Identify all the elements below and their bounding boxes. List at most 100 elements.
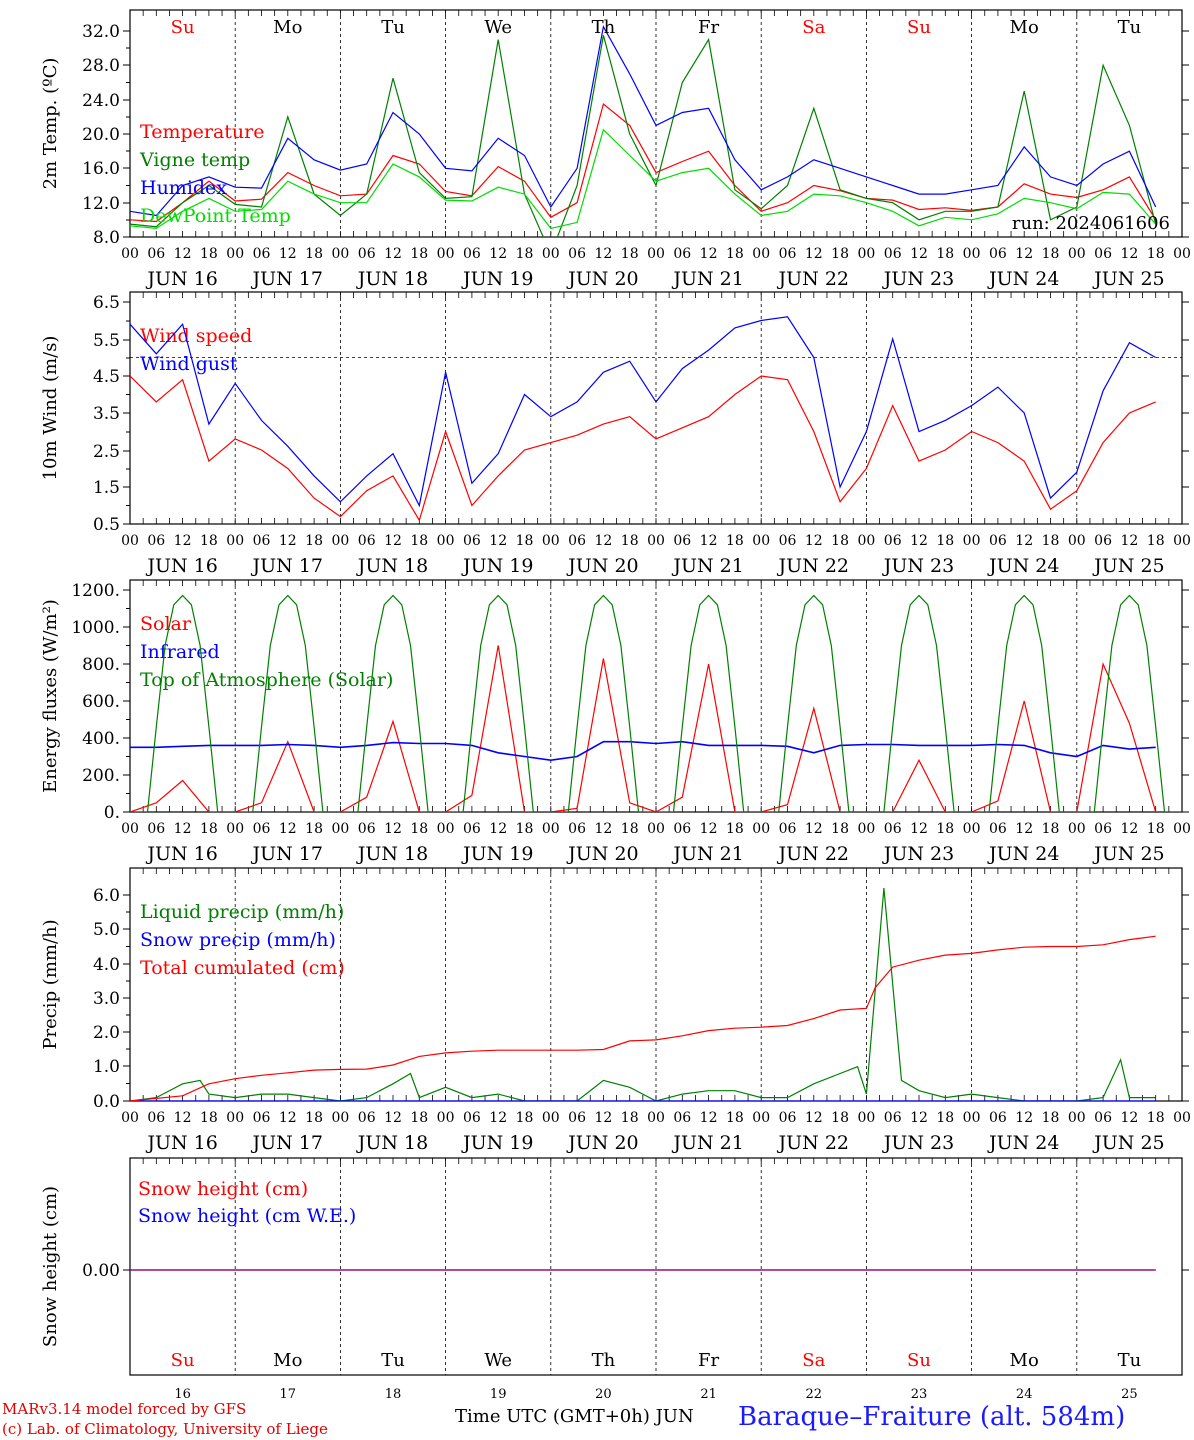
hour-tick-label: 18 [305, 821, 323, 837]
y-tick-label: 6.5 [93, 293, 120, 313]
hour-tick-label: 06 [147, 821, 165, 837]
date-label: JUN 18 [356, 268, 428, 290]
hour-tick-label: 18 [410, 533, 428, 549]
hour-tick-label: 18 [831, 1110, 849, 1126]
hour-tick-label: 18 [200, 533, 218, 549]
hour-tick-label: 12 [1120, 821, 1138, 837]
hour-tick-label: 06 [884, 246, 902, 262]
hour-tick-label: 06 [253, 1110, 271, 1126]
hour-tick-label: 00 [857, 1110, 875, 1126]
hour-tick-label: 12 [279, 1110, 297, 1126]
hour-tick-label: 06 [147, 1110, 165, 1126]
hour-tick-label: 12 [910, 533, 928, 549]
hour-tick-label: 06 [147, 533, 165, 549]
day-number-label: 17 [280, 1387, 297, 1402]
y-tick-label: 5.5 [93, 331, 120, 351]
hour-tick-label: 18 [410, 1110, 428, 1126]
y-tick-label: 1.5 [93, 478, 120, 498]
date-label: JUN 24 [987, 843, 1059, 865]
hour-tick-label: 18 [831, 246, 849, 262]
hour-tick-label: 06 [463, 1110, 481, 1126]
weekday-label-bottom: Sa [802, 1350, 825, 1371]
hour-tick-label: 12 [805, 821, 823, 837]
legend-entry: DewPoint Temp [140, 205, 291, 227]
legend-entry: Wind speed [140, 325, 252, 347]
y-tick-label: 24.0 [82, 91, 120, 111]
date-label: JUN 17 [251, 1132, 323, 1154]
legend-entry: Snow height (cm) [138, 1178, 308, 1200]
hour-tick-label: 12 [594, 246, 612, 262]
date-label: JUN 23 [882, 1132, 954, 1154]
y-tick-label: 20.0 [82, 125, 120, 145]
hour-tick-label: 12 [700, 533, 718, 549]
day-number-label: 16 [174, 1387, 191, 1402]
hour-tick-label: 00 [121, 821, 139, 837]
date-label: JUN 19 [461, 268, 533, 290]
hour-tick-label: 12 [384, 821, 402, 837]
y-axis-label: Precip (mm/h) [40, 919, 61, 1049]
hour-tick-label: 00 [963, 533, 981, 549]
hour-tick-label: 06 [253, 246, 271, 262]
hour-tick-label: 00 [121, 1110, 139, 1126]
y-tick-label: 400. [82, 729, 120, 749]
legend-entry: Vigne temp [139, 149, 250, 171]
day-number-label: 18 [385, 1387, 402, 1402]
date-label: JUN 21 [671, 268, 743, 290]
hour-tick-label: 00 [963, 1110, 981, 1126]
hour-tick-label: 18 [1042, 246, 1060, 262]
date-label: JUN 23 [882, 268, 954, 290]
hour-tick-label: 00 [857, 246, 875, 262]
weekday-label-bottom: Mo [1010, 1350, 1039, 1371]
weekday-label-bottom: Th [592, 1350, 616, 1371]
date-label: JUN 19 [461, 555, 533, 577]
hour-tick-label: 12 [700, 1110, 718, 1126]
series-line-infrared [130, 740, 1156, 762]
legend-entry: Total cumulated (cm) [140, 957, 345, 979]
date-label: JUN 19 [461, 1132, 533, 1154]
series-line-temperature [130, 102, 1157, 223]
hour-tick-label: 00 [542, 246, 560, 262]
hour-tick-label: 00 [1173, 821, 1191, 837]
y-tick-label: 200. [82, 766, 120, 786]
hour-tick-label: 12 [384, 246, 402, 262]
hour-tick-label: 12 [700, 246, 718, 262]
date-label: JUN 23 [882, 555, 954, 577]
date-label: JUN 20 [566, 555, 638, 577]
hour-tick-label: 00 [752, 246, 770, 262]
day-number-label: 22 [806, 1387, 823, 1402]
hour-tick-label: 00 [121, 533, 139, 549]
hour-tick-label: 18 [936, 246, 954, 262]
hour-tick-label: 06 [463, 246, 481, 262]
hour-tick-label: 12 [384, 1110, 402, 1126]
legend-entry: Snow height (cm W.E.) [138, 1205, 356, 1227]
hour-tick-label: 00 [1173, 533, 1191, 549]
hour-tick-label: 06 [1094, 533, 1112, 549]
hour-tick-label: 00 [1173, 246, 1191, 262]
time-axis-label: Time UTC (GMT+0h) JUN [455, 1406, 694, 1427]
hour-tick-label: 00 [542, 1110, 560, 1126]
hour-tick-label: 00 [752, 1110, 770, 1126]
hour-tick-label: 00 [437, 821, 455, 837]
y-tick-label: 0.00 [82, 1261, 120, 1281]
y-tick-label: 6.0 [93, 886, 120, 906]
hour-tick-label: 06 [884, 1110, 902, 1126]
hour-tick-label: 18 [1042, 1110, 1060, 1126]
day-number-label: 20 [595, 1387, 612, 1402]
model-credit: MARv3.14 model forced by GFS [2, 1400, 247, 1418]
weekday-label-bottom: Su [171, 1350, 195, 1371]
hour-tick-label: 18 [410, 246, 428, 262]
hour-tick-label: 00 [121, 246, 139, 262]
hour-tick-label: 12 [805, 246, 823, 262]
hour-tick-label: 06 [1094, 821, 1112, 837]
hour-tick-label: 18 [726, 1110, 744, 1126]
hour-tick-label: 12 [910, 1110, 928, 1126]
y-axis-label: 2m Temp. (ºC) [40, 58, 61, 190]
hour-tick-label: 06 [673, 533, 691, 549]
date-label: JUN 22 [777, 268, 849, 290]
hour-tick-label: 18 [1147, 246, 1165, 262]
legend-entry: Temperature [140, 121, 264, 143]
hour-tick-label: 00 [437, 246, 455, 262]
hour-tick-label: 12 [594, 821, 612, 837]
date-label: JUN 21 [671, 843, 743, 865]
